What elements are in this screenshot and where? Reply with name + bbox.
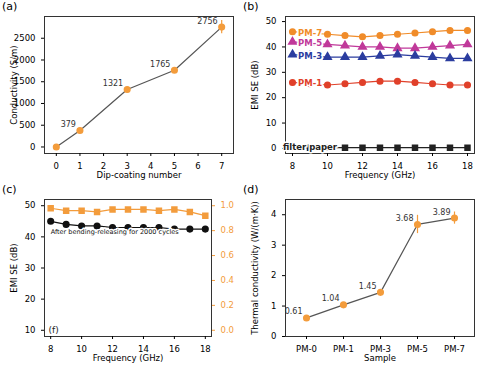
- svg-text:5: 5: [171, 160, 178, 171]
- svg-text:2: 2: [271, 270, 276, 280]
- svg-text:10: 10: [266, 118, 277, 128]
- svg-text:40: 40: [266, 42, 277, 52]
- svg-text:500: 500: [19, 120, 35, 130]
- svg-text:0.8: 0.8: [221, 225, 235, 235]
- svg-text:0.6: 0.6: [221, 250, 235, 260]
- svg-text:0.61: 0.61: [285, 307, 303, 316]
- svg-text:filter paper: filter paper: [283, 142, 338, 152]
- svg-text:14: 14: [392, 160, 403, 171]
- svg-text:1: 1: [77, 161, 82, 171]
- svg-text:Thermal conductivity (W/(m·K)): Thermal conductivity (W/(m·K)): [250, 201, 260, 336]
- svg-text:PM-7: PM-7: [444, 344, 465, 354]
- svg-text:Sample: Sample: [364, 353, 396, 363]
- html-text:(c): (c): [2, 183, 17, 196]
- svg-text:16: 16: [427, 161, 438, 171]
- svg-text:20: 20: [266, 92, 277, 102]
- svg-text:6: 6: [195, 161, 200, 171]
- svg-text:1.0: 1.0: [221, 200, 235, 210]
- svg-text:50: 50: [266, 16, 277, 26]
- svg-text:0.4: 0.4: [221, 275, 235, 285]
- svg-text:PM-5: PM-5: [407, 344, 428, 354]
- svg-text:0: 0: [271, 331, 276, 341]
- svg-text:1.45: 1.45: [359, 282, 377, 291]
- svg-text:379: 379: [61, 120, 76, 129]
- svg-text:4: 4: [148, 160, 154, 171]
- svg-text:1500: 1500: [13, 76, 36, 87]
- svg-text:7: 7: [219, 161, 224, 171]
- svg-text:10: 10: [322, 161, 333, 171]
- svg-text:14: 14: [138, 343, 149, 354]
- svg-text:Frequency (GHz): Frequency (GHz): [345, 170, 416, 180]
- svg-text:1: 1: [271, 301, 276, 311]
- svg-text:1.04: 1.04: [322, 294, 340, 303]
- svg-text:0.0: 0.0: [221, 325, 235, 335]
- svg-text:PM-5: PM-5: [298, 38, 322, 48]
- svg-text:3.68: 3.68: [396, 214, 414, 223]
- svg-text:1765: 1765: [150, 60, 170, 69]
- html-text:(b): (b): [243, 0, 259, 13]
- svg-text:2000: 2000: [13, 54, 36, 65]
- svg-text:EMI SE (dB): EMI SE (dB): [9, 243, 19, 292]
- svg-text:30: 30: [25, 263, 36, 273]
- svg-text:2756: 2756: [197, 17, 217, 26]
- svg-text:18: 18: [200, 344, 211, 354]
- svg-text:2500: 2500: [14, 33, 36, 43]
- svg-text:2: 2: [100, 160, 107, 171]
- svg-text:PM-1: PM-1: [333, 344, 354, 354]
- svg-text:1000: 1000: [13, 98, 36, 109]
- svg-text:1321: 1321: [103, 79, 123, 88]
- html-text:(d): (d): [243, 183, 259, 196]
- svg-text:8: 8: [48, 344, 53, 354]
- svg-text:PM-7: PM-7: [298, 28, 322, 38]
- svg-text:PM-3: PM-3: [370, 343, 391, 354]
- svg-text:Conductivity (S/m): Conductivity (S/m): [9, 45, 19, 124]
- html-text:(a): (a): [2, 0, 18, 13]
- svg-text:Frequency (GHz): Frequency (GHz): [93, 353, 164, 363]
- svg-text:3: 3: [271, 240, 276, 250]
- svg-text:40: 40: [25, 232, 36, 242]
- svg-text:PM-1: PM-1: [298, 78, 322, 88]
- svg-text:Dip-coating number: Dip-coating number: [97, 170, 182, 180]
- svg-text:16: 16: [169, 344, 180, 354]
- svg-text:10: 10: [25, 325, 36, 335]
- svg-text:4: 4: [271, 209, 276, 219]
- svg-text:10: 10: [76, 344, 87, 354]
- svg-text:20: 20: [25, 294, 36, 304]
- svg-text:0: 0: [271, 143, 276, 153]
- svg-text:8: 8: [290, 161, 295, 171]
- svg-text:0: 0: [54, 161, 59, 171]
- svg-text:After bending-releasing for 20: After bending-releasing for 2000 cycles: [51, 228, 180, 236]
- svg-text:30: 30: [266, 67, 277, 77]
- svg-text:12: 12: [357, 160, 368, 171]
- svg-text:0.2: 0.2: [221, 300, 235, 310]
- svg-text:(f): (f): [49, 325, 59, 335]
- svg-text:3: 3: [124, 160, 130, 171]
- svg-text:EMI SE (dB): EMI SE (dB): [250, 60, 260, 109]
- svg-text:18: 18: [462, 161, 473, 171]
- svg-text:50: 50: [25, 200, 36, 210]
- svg-text:PM-3: PM-3: [298, 51, 322, 61]
- svg-text:3.89: 3.89: [433, 208, 451, 217]
- svg-text:PM-0: PM-0: [296, 344, 317, 354]
- svg-text:0: 0: [30, 142, 35, 152]
- svg-text:12: 12: [107, 343, 118, 354]
